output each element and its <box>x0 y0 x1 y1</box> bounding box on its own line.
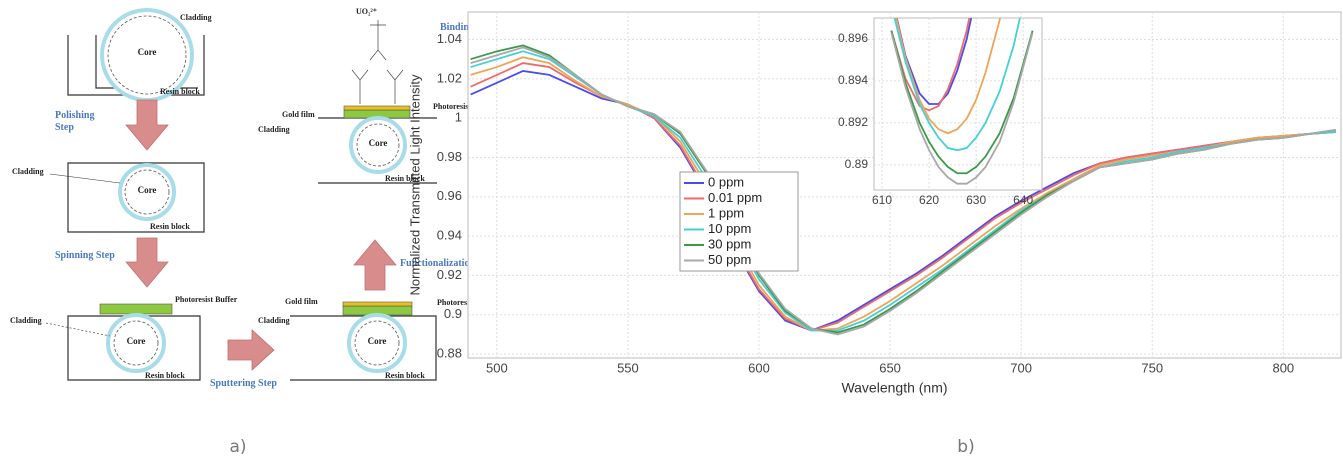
resin-label: Resin block <box>145 371 185 380</box>
core-label: Core <box>138 185 157 195</box>
plot-lines <box>890 18 1034 185</box>
legend-label: 0 ppm <box>708 174 744 189</box>
legend-label: 10 ppm <box>708 221 751 236</box>
x-tick-label: 640 <box>1013 193 1033 207</box>
legend-label: 50 ppm <box>708 252 751 267</box>
y-tick-label: 0.892 <box>838 115 868 129</box>
y-tick-label: 0.96 <box>437 188 462 203</box>
y-tick-label: 1.02 <box>437 70 462 85</box>
x-tick-label: 600 <box>748 360 770 375</box>
resin-label: Resin block <box>385 371 425 380</box>
plot-area <box>873 17 1043 191</box>
core <box>107 15 187 95</box>
core <box>356 123 400 167</box>
step-label: Spinning Step <box>55 250 115 261</box>
core-label: Core <box>369 138 388 148</box>
y-tick-label: 1 <box>455 110 462 125</box>
step-text: Functionalization Step <box>400 258 497 269</box>
leader <box>45 322 111 337</box>
series-line <box>890 30 1034 175</box>
series-line <box>890 18 971 112</box>
x-tick-label: 750 <box>1141 360 1163 375</box>
panel-label: a) <box>229 437 246 457</box>
legend-label: 1 ppm <box>708 205 744 220</box>
y-tick-label: 0.98 <box>437 149 462 164</box>
y-tick-label: 0.9 <box>444 306 462 321</box>
series-line <box>890 32 1034 185</box>
panel-label: b) <box>957 437 974 457</box>
x-tick-label: 800 <box>1272 360 1294 375</box>
y-tick-label: 1.04 <box>437 31 462 46</box>
x-tick-label: 610 <box>872 193 892 207</box>
cladding-label: Cladding <box>10 316 42 325</box>
arrow <box>227 329 275 371</box>
step-text: Sputtering Step <box>210 378 277 389</box>
resin-block <box>290 315 437 381</box>
core-label: Core <box>138 47 157 57</box>
cladding-label: Cladding <box>180 13 212 22</box>
cladding-label: Cladding <box>258 125 290 134</box>
cladding-label: Cladding <box>12 167 44 176</box>
resin-label: Resin block <box>385 174 425 183</box>
legend-label: 30 ppm <box>708 236 751 251</box>
y-tick-label: 0.94 <box>437 228 462 243</box>
step-label: Sputtering Step <box>210 378 277 389</box>
ion-label: UO₂²⁺ <box>356 7 377 16</box>
y-tick-label: 0.88 <box>437 346 462 361</box>
core <box>113 320 159 366</box>
resin-block <box>67 315 201 381</box>
core-label: Core <box>368 336 387 346</box>
resin-block <box>67 162 205 233</box>
step-label: Functionalization Step <box>400 258 497 269</box>
plot-lines <box>470 44 1336 336</box>
arrow <box>353 239 397 291</box>
series-line <box>893 18 1021 152</box>
core <box>354 320 400 366</box>
y-tick-label: 0.92 <box>437 267 462 282</box>
cladding-label: Cladding <box>258 316 290 325</box>
series-line <box>895 18 973 105</box>
x-tick-label: 700 <box>1010 360 1032 375</box>
buffer-label: Photoresist Buffer <box>433 102 496 111</box>
arrow <box>125 237 169 288</box>
buffer-label: Photoresist Buffer <box>175 295 238 304</box>
gold-label: Gold film <box>285 297 318 306</box>
y-tick-label: 0.896 <box>838 31 868 45</box>
series-line <box>470 46 1336 336</box>
resin-label: Resin block <box>150 222 190 231</box>
legend-box <box>679 171 799 272</box>
y-axis-title: Normalized Transmitted Light Intensity <box>407 74 422 296</box>
arrow <box>125 99 169 151</box>
series-line <box>895 18 1001 135</box>
ligand <box>351 20 404 104</box>
core-label: Core <box>127 336 146 346</box>
gold-film <box>342 301 413 307</box>
photoresist <box>99 303 173 315</box>
y-tick-label: 0.894 <box>838 73 868 87</box>
x-tick-label: 500 <box>486 360 508 375</box>
x-tick-label: 620 <box>919 193 939 207</box>
x-tick-label: 550 <box>617 360 639 375</box>
gold-label: Gold film <box>282 110 315 119</box>
y-tick-label: 0.89 <box>845 157 869 171</box>
core <box>124 169 170 215</box>
legend-label: 0.01 ppm <box>708 190 762 205</box>
diagram: Cladding Core Resin block Polishing Step… <box>10 7 500 389</box>
gold-film <box>343 105 411 111</box>
x-tick-label: 650 <box>879 360 901 375</box>
step-text: Polishing Step <box>55 110 95 133</box>
step-text: Spinning Step <box>55 250 115 261</box>
x-tick-label: 630 <box>966 193 986 207</box>
resin-label: Resin block <box>160 87 200 96</box>
step-label: Polishing Step <box>55 110 95 133</box>
leader <box>49 173 121 184</box>
x-axis-title: Wavelength (nm) <box>841 380 947 396</box>
